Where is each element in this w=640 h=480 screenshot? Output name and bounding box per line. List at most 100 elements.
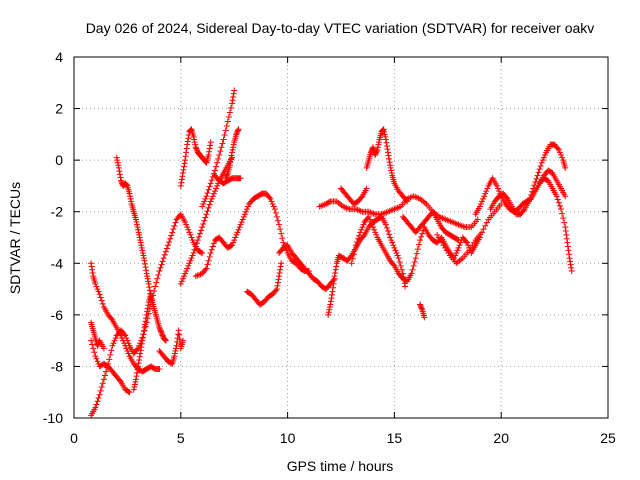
series-track-k (222, 126, 242, 182)
data-point-marker (397, 262, 404, 269)
data-point-marker (462, 238, 469, 245)
data-point-marker (151, 288, 158, 295)
data-point-marker (125, 388, 132, 395)
data-point-marker (418, 304, 425, 311)
data-point-marker (383, 224, 390, 231)
data-point-marker (413, 250, 420, 257)
data-point-marker (93, 355, 100, 362)
data-point-marker (121, 331, 128, 338)
data-point-marker (229, 146, 236, 153)
data-point-marker (559, 154, 566, 161)
data-point-marker (279, 235, 286, 242)
data-point-marker (383, 142, 390, 149)
chart-title: Day 026 of 2024, Sidereal Day-to-day VTE… (86, 20, 595, 36)
data-point-marker (266, 194, 273, 201)
data-point-marker (230, 239, 237, 246)
data-point-marker (227, 155, 234, 162)
data-point-marker (195, 233, 202, 240)
data-point-marker (332, 269, 339, 276)
data-point-marker (233, 130, 240, 137)
series-track-z (434, 200, 505, 267)
data-point-marker (199, 224, 206, 231)
data-point-marker (184, 138, 191, 145)
data-point-marker (93, 283, 100, 290)
data-point-marker (139, 334, 146, 341)
data-point-marker (132, 378, 139, 385)
data-point-marker (140, 255, 147, 262)
data-point-marker (278, 260, 285, 267)
data-point-marker (349, 255, 356, 262)
data-point-marker (171, 222, 178, 229)
data-point-marker (157, 327, 164, 334)
data-point-marker (206, 145, 213, 152)
data-point-marker (159, 258, 166, 265)
data-point-marker (238, 219, 245, 226)
data-point-marker (534, 172, 541, 179)
data-point-marker (390, 242, 397, 249)
data-point-marker (100, 376, 107, 383)
data-point-marker (241, 211, 248, 218)
data-point-marker (188, 234, 195, 241)
data-point-marker (357, 229, 364, 236)
data-point-marker (203, 193, 210, 200)
data-point-marker (563, 235, 570, 242)
data-point-marker (277, 226, 284, 233)
data-point-marker (417, 237, 424, 244)
data-point-marker (211, 188, 218, 195)
data-point-marker (164, 242, 171, 249)
data-point-marker (375, 141, 382, 148)
data-point-marker (137, 350, 144, 357)
data-point-marker (193, 145, 200, 152)
data-point-marker (192, 243, 199, 250)
data-point-marker (373, 149, 380, 156)
data-point-marker (172, 347, 179, 354)
data-point-marker (156, 324, 163, 331)
x-tick-label: 20 (493, 430, 509, 446)
data-point-marker (144, 305, 151, 312)
data-point-marker (192, 144, 199, 151)
y-tick-label: -6 (51, 307, 64, 323)
data-point-marker (328, 291, 335, 298)
data-point-marker (275, 276, 282, 283)
data-point-marker (480, 195, 487, 202)
x-axis-label: GPS time / hours (287, 458, 394, 474)
data-point-marker (483, 188, 490, 195)
data-point-marker (156, 366, 163, 373)
data-point-marker (360, 221, 367, 228)
data-point-marker (391, 244, 398, 251)
data-point-marker (194, 237, 201, 244)
series-track-b (88, 260, 163, 375)
data-point-marker (92, 280, 99, 287)
data-point-marker (387, 162, 394, 169)
data-point-marker (218, 144, 225, 151)
data-point-marker (88, 260, 95, 267)
data-point-marker (530, 185, 537, 192)
data-point-marker (98, 384, 105, 391)
data-point-marker (136, 231, 143, 238)
data-point-marker (269, 200, 276, 207)
data-point-marker (205, 186, 212, 193)
data-point-marker (331, 273, 338, 280)
data-point-marker (224, 171, 231, 178)
data-point-marker (384, 146, 391, 153)
data-point-marker (156, 326, 163, 333)
data-point-marker (131, 381, 138, 388)
data-point-marker (219, 140, 226, 147)
data-point-marker (411, 258, 418, 265)
data-point-marker (107, 351, 114, 358)
data-point-marker (394, 252, 401, 259)
data-point-marker (480, 226, 487, 233)
data-point-marker (183, 268, 190, 275)
data-point-marker (562, 193, 569, 200)
data-point-marker (215, 155, 222, 162)
data-point-marker (383, 139, 390, 146)
data-point-marker (562, 164, 569, 171)
data-point-marker (182, 270, 189, 277)
data-point-marker (179, 275, 186, 282)
data-point-marker (205, 204, 212, 211)
data-point-marker (230, 141, 237, 148)
data-point-marker (96, 391, 103, 398)
data-point-marker (139, 247, 146, 254)
data-point-marker (223, 122, 230, 129)
data-point-marker (103, 368, 110, 375)
